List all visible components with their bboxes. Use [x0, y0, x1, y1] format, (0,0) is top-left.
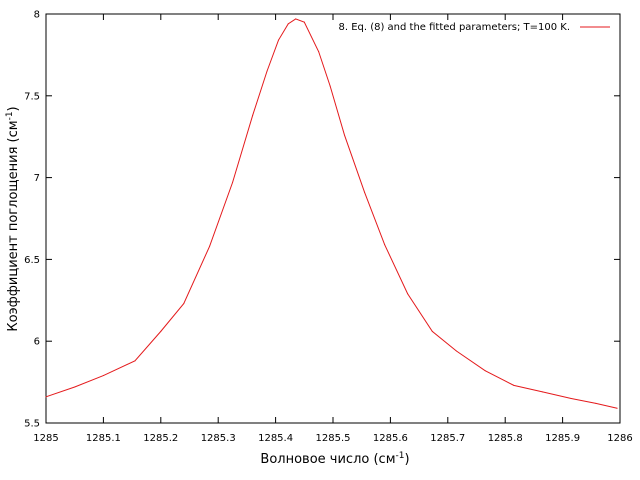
data-point — [570, 397, 572, 399]
x-tick-label: 1285.8 — [488, 433, 523, 444]
x-tick-label: 1286 — [607, 433, 632, 444]
ticks-layer: 1285 1285.1 1285.2 1285.3 1285.4 1285.5 1285.6… — [24, 10, 633, 445]
data-point — [364, 191, 366, 193]
x-tick-label: 1285 — [33, 433, 58, 444]
x-tick-label: 1285.4 — [258, 433, 293, 444]
data-point — [329, 85, 331, 87]
y-tick-label: 6.5 — [24, 255, 40, 266]
data-point — [102, 375, 104, 377]
x-tick-label: 1285.3 — [201, 433, 236, 444]
x-tick-label: 1285.6 — [373, 433, 408, 444]
y-tick-label: 5.5 — [24, 419, 40, 430]
legend: 8. Eq. (8) and the fitted parameters; T=… — [338, 22, 610, 33]
data-point — [595, 402, 597, 404]
plot-frame — [45, 13, 621, 424]
x-tick-label: 1285.2 — [143, 433, 178, 444]
data-point — [232, 182, 234, 184]
data-point — [45, 396, 47, 398]
x-tick-label: 1285.9 — [545, 433, 580, 444]
data-point — [74, 386, 76, 388]
legend-label: 8. Eq. (8) and the fitted parameters; T=… — [338, 22, 570, 33]
data-point — [266, 70, 268, 72]
data-point — [134, 360, 136, 362]
data-point — [303, 21, 305, 23]
x-tick-label: 1285.7 — [430, 433, 465, 444]
points-layer — [45, 18, 618, 409]
x-axis-title: Волновое число (см-1) — [260, 451, 409, 467]
y-axis-title: Коэффициент поглощения (см-1) — [5, 106, 21, 331]
data-point — [484, 370, 486, 372]
data-point — [277, 39, 279, 41]
data-point — [318, 51, 320, 53]
data-point — [431, 330, 433, 332]
data-point — [295, 18, 297, 20]
y-tick-label: 8 — [34, 10, 40, 21]
data-point — [252, 114, 254, 116]
data-point — [160, 330, 162, 332]
x-tick-label: 1285.5 — [316, 433, 351, 444]
y-tick-label: 6 — [34, 337, 40, 348]
data-point — [209, 245, 211, 247]
data-point — [287, 23, 289, 25]
data-point — [616, 407, 618, 409]
data-point — [343, 134, 345, 136]
data-point — [183, 303, 185, 305]
data-point — [407, 293, 409, 295]
y-tick-label: 7 — [34, 173, 40, 184]
series-line — [45, 18, 618, 409]
data-point — [384, 244, 386, 246]
data-point — [542, 391, 544, 393]
x-tick-label: 1285.1 — [86, 433, 121, 444]
data-point — [455, 350, 457, 352]
data-point — [513, 384, 515, 386]
y-tick-label: 7.5 — [24, 91, 40, 102]
